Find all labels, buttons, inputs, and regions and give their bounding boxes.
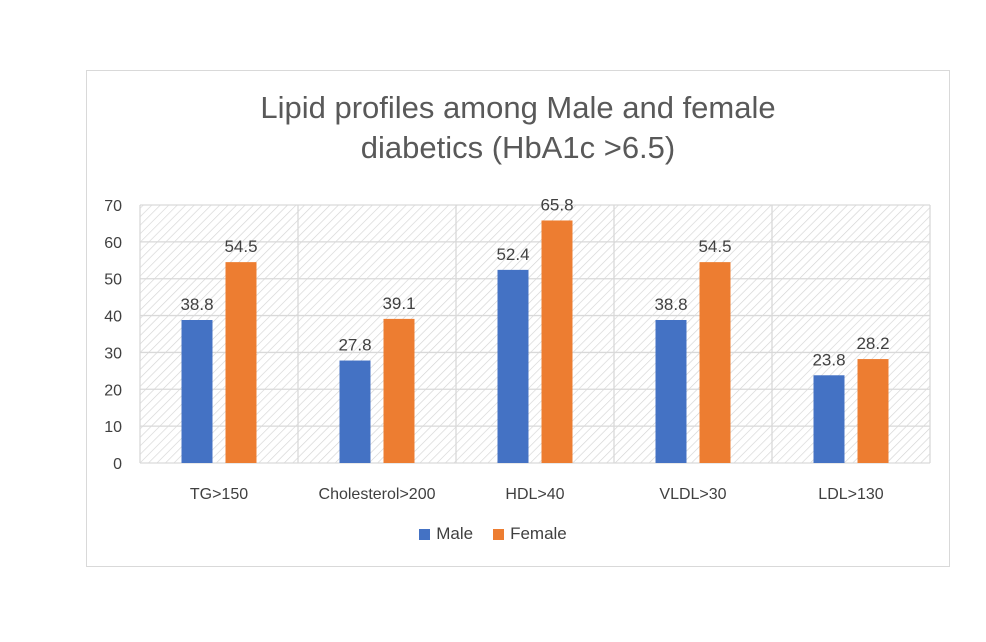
y-tick-label: 20 [104,382,122,399]
y-tick-label: 10 [104,419,122,436]
chart-title: Lipid profiles among Male and female dia… [86,88,950,168]
bar-male [655,319,687,463]
y-tick-label: 0 [113,456,122,473]
bar-female [225,262,257,463]
legend-swatch [493,528,505,540]
bar-female [541,220,573,463]
legend: Male Female [0,524,986,544]
y-tick-label: 50 [104,272,122,289]
y-tick-label: 30 [104,345,122,362]
data-label: 23.8 [812,350,845,369]
data-label: 52.4 [496,245,529,264]
data-label: 54.5 [224,237,257,256]
legend-label: Male [436,524,474,543]
x-tick-label: TG>150 [190,486,248,503]
y-tick-label: 40 [104,309,122,326]
y-tick-label: 70 [104,198,122,215]
data-label: 54.5 [698,237,731,256]
plot-area-hatch [140,205,930,463]
x-tick-label: HDL>40 [505,486,564,503]
data-label: 39.1 [382,294,415,313]
x-tick-label: Cholesterol>200 [319,486,436,503]
bar-male [339,360,371,463]
y-tick-label: 60 [104,235,122,252]
data-label: 38.8 [180,295,213,314]
bar-male [497,269,529,463]
legend-item-male: Male [419,524,473,544]
bar-male [813,375,845,463]
chart-title-line-2: diabetics (HbA1c >6.5) [360,130,676,165]
bar-female [857,359,889,463]
x-tick-label: VLDL>30 [659,486,726,503]
data-label: 28.2 [856,334,889,353]
data-label: 27.8 [338,336,371,355]
data-label: 38.8 [654,295,687,314]
bar-female [699,262,731,463]
x-tick-label: LDL>130 [818,486,883,503]
legend-item-female: Female [493,524,567,544]
data-label: 65.8 [540,195,573,214]
legend-swatch [419,528,431,540]
bar-female [383,318,415,463]
chart-title-line-1: Lipid profiles among Male and female [260,90,776,125]
legend-label: Female [510,524,567,543]
bar-male [181,319,213,463]
chart-frame [86,70,950,567]
